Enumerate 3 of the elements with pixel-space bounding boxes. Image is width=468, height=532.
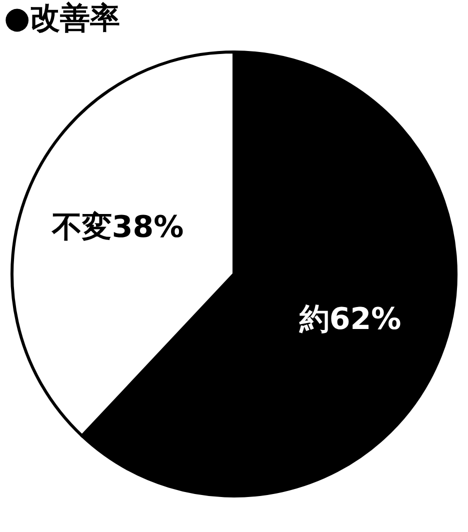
data-label: 不変38% — [50, 210, 184, 245]
data-label: 約62% — [298, 302, 402, 338]
chart-title: ●改善率 — [4, 1, 120, 36]
